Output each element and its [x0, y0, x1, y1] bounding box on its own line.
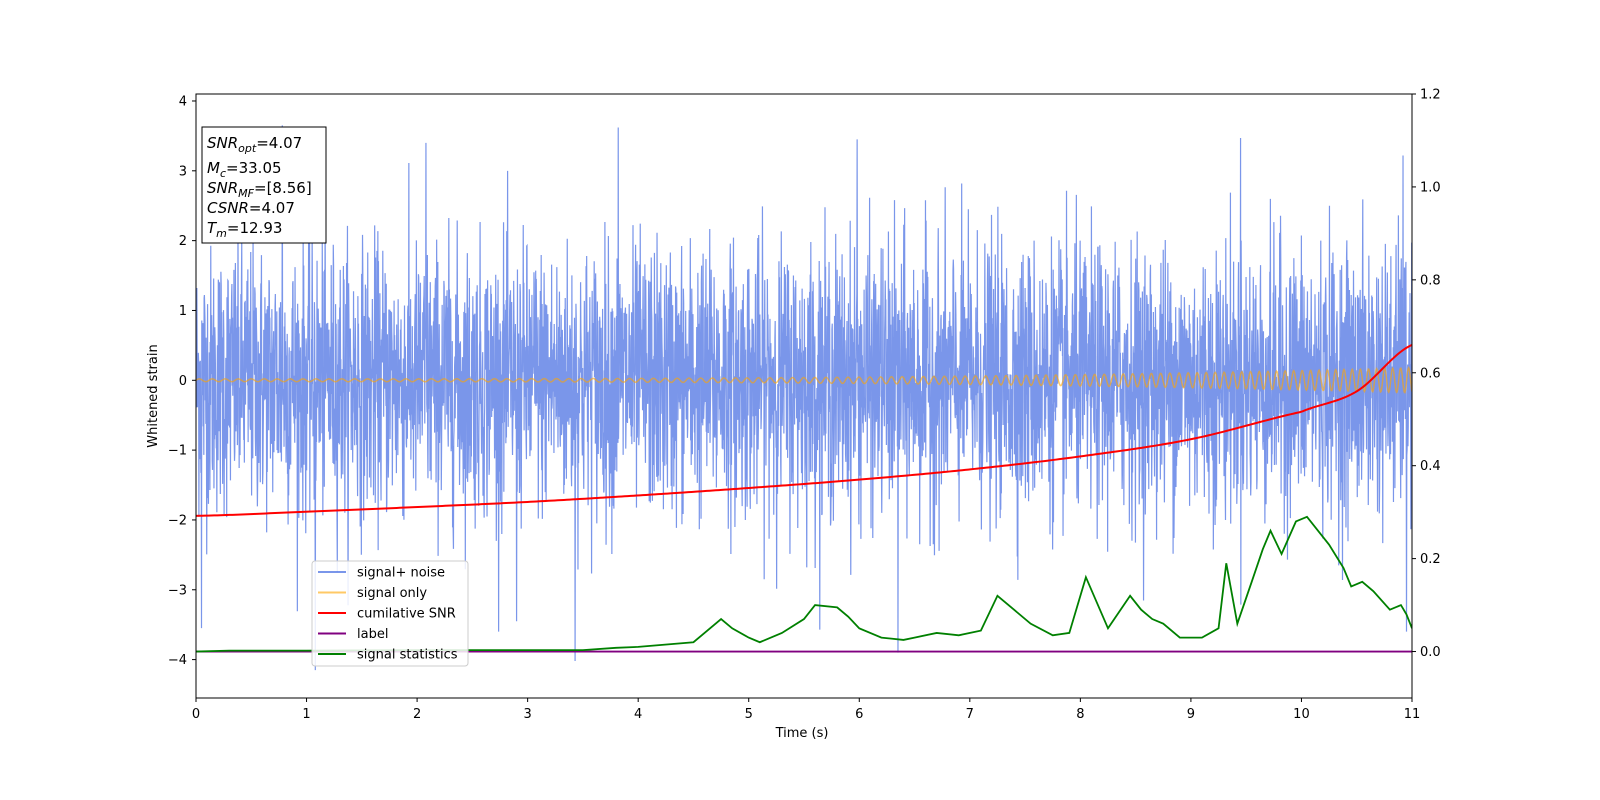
- x-tick-label: 6: [855, 707, 863, 722]
- x-tick-label: 9: [1187, 707, 1195, 722]
- x-tick-label: 5: [745, 707, 753, 722]
- x-tick-label: 8: [1076, 707, 1084, 722]
- y-axis-label: Whitened strain: [146, 344, 161, 447]
- y2-tick-label: 0.8: [1420, 273, 1441, 288]
- legend: signal+ noise signal only cumilative SNR la…: [311, 560, 469, 667]
- legend-item: cumilative SNR: [318, 607, 456, 622]
- y-tick-label: 0: [179, 374, 187, 389]
- annotation-line: Tm=12.93: [207, 219, 282, 240]
- y-axis-right: 1.2 1.0 0.8 0.6 0.4 0.2 0.0: [1412, 88, 1441, 660]
- annotation-line: SNRMF=[8.56]: [207, 179, 312, 200]
- y-axis-left: 4 3 2 1 0 −1 −2 −3 −4: [168, 94, 196, 668]
- legend-box: [311, 560, 469, 667]
- x-tick-label: 0: [192, 707, 200, 722]
- series-line-cumulative-snr: [196, 343, 1412, 517]
- x-tick-label: 11: [1404, 707, 1421, 722]
- y-tick-label: −1: [168, 444, 187, 459]
- y2-tick-label: 0.0: [1420, 645, 1441, 660]
- series-signal-statistics: [196, 515, 1412, 653]
- y-tick-label: 4: [179, 94, 187, 109]
- y-tick-label: −2: [168, 513, 187, 528]
- legend-label: label: [357, 627, 388, 642]
- y2-tick-label: 1.0: [1420, 180, 1441, 195]
- x-tick-label: 2: [413, 707, 421, 722]
- legend-label: cumilative SNR: [357, 607, 456, 622]
- legend-label: signal statistics: [357, 648, 458, 663]
- series-cumulative-snr: [196, 343, 1412, 517]
- x-tick-label: 7: [966, 707, 974, 722]
- y2-tick-label: 0.2: [1420, 552, 1441, 567]
- y-tick-label: −3: [168, 583, 187, 598]
- plot-frame: [195, 93, 1413, 699]
- y-tick-label: −4: [168, 653, 187, 668]
- annotation-line: Mc=33.05: [207, 159, 282, 180]
- series-line-signal-statistics: [196, 515, 1412, 653]
- legend-label: signal+ noise: [357, 566, 445, 581]
- legend-item: label: [318, 627, 388, 642]
- x-axis: 0 1 2 3 4 5 6 7 8 9 10 11: [192, 698, 1420, 722]
- series-line-signal-noise: [196, 125, 1412, 671]
- x-tick-label: 10: [1293, 707, 1310, 722]
- x-tick-label: 3: [523, 707, 531, 722]
- y-tick-label: 2: [179, 234, 187, 249]
- x-tick-label: 4: [634, 707, 642, 722]
- annotation-box-border: [201, 126, 327, 244]
- annotation-line: CSNR=4.07: [207, 199, 295, 217]
- series-signal-noise: [196, 125, 1412, 671]
- y-tick-label: 1: [179, 304, 187, 319]
- legend-label: signal only: [357, 586, 427, 601]
- legend-item: signal+ noise: [318, 566, 445, 581]
- legend-item: signal statistics: [318, 648, 458, 663]
- series-line-signal-only: [196, 366, 1412, 394]
- x-tick-label: 1: [302, 707, 310, 722]
- annotation-box: SNRopt=4.07 Mc=33.05SNRMF=[8.56]CSNR=4.07…: [201, 126, 327, 244]
- y-tick-label: 3: [179, 164, 187, 179]
- annotation-line: SNRopt=4.07: [207, 134, 302, 155]
- y2-tick-label: 0.6: [1420, 366, 1441, 381]
- series-signal-only: [196, 366, 1412, 394]
- y2-tick-label: 1.2: [1420, 88, 1441, 103]
- legend-item: signal only: [318, 586, 427, 601]
- y2-tick-label: 0.4: [1420, 459, 1441, 474]
- x-axis-label: Time (s): [775, 726, 829, 741]
